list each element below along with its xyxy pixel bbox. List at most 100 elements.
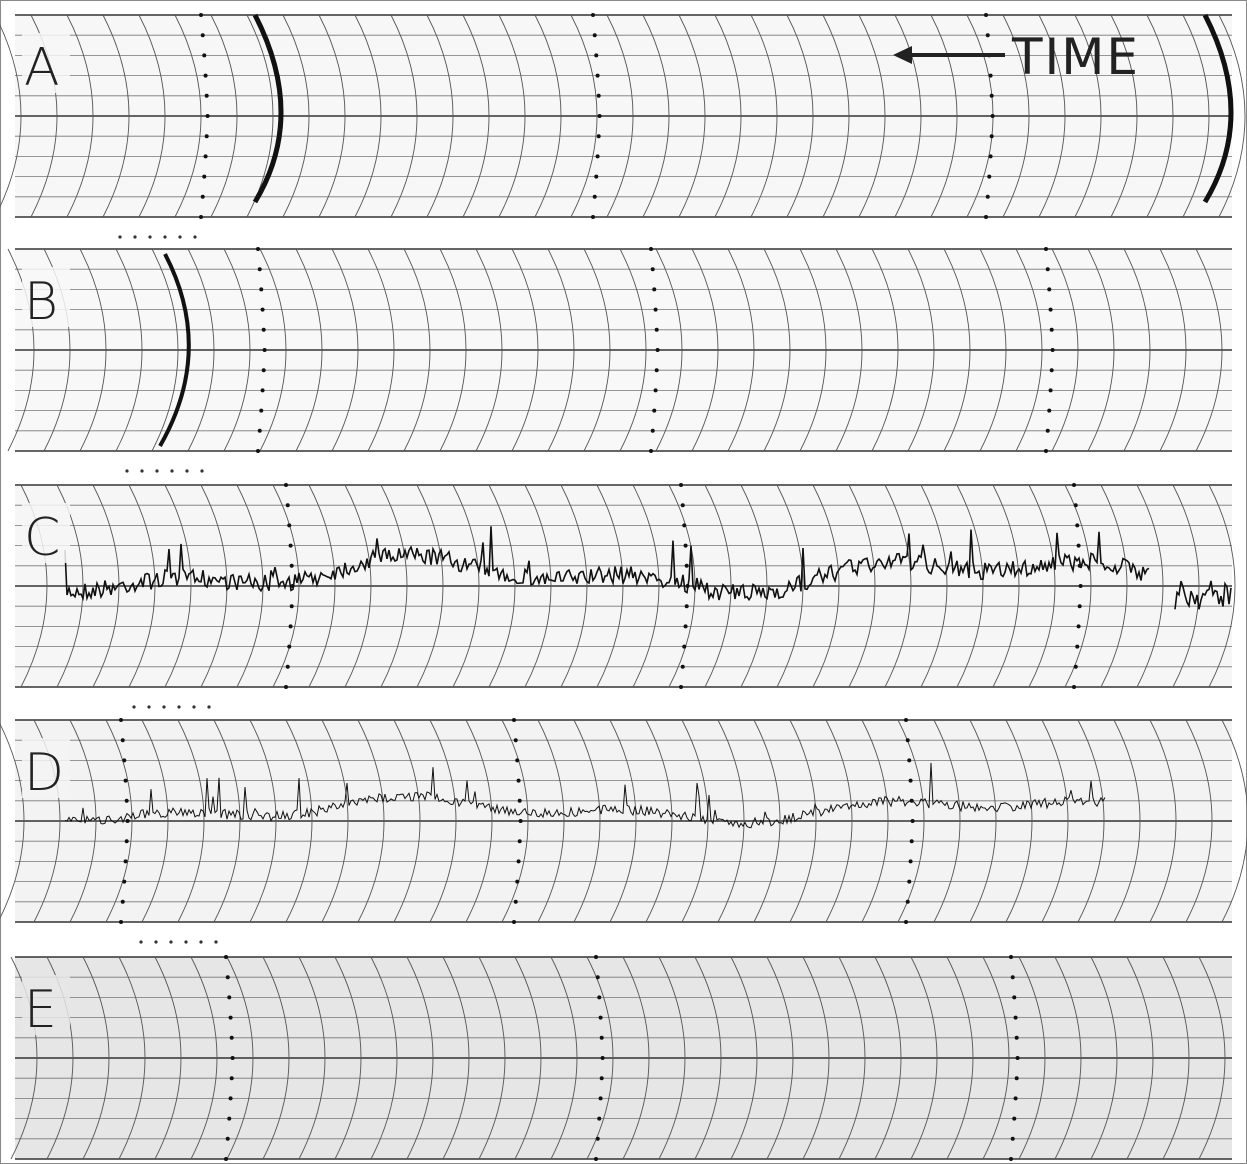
timing-dot [262,368,266,372]
timing-dot [230,1076,234,1080]
timing-dot [600,1076,604,1080]
timing-dot [1015,1036,1019,1040]
timing-dot [517,779,521,783]
timing-dot [201,33,205,37]
edge-dot [154,940,157,943]
timing-dot [199,13,203,17]
timing-dot [907,758,911,762]
timing-dot [204,74,208,78]
timing-dot [227,1117,231,1121]
timing-dot [258,429,262,433]
edge-dot [147,705,150,708]
timing-dot [652,287,656,291]
timing-dot [679,685,683,689]
timing-dot [593,33,597,37]
edge-dot [132,705,135,708]
timing-dot [681,665,685,669]
timing-dot [258,267,262,271]
timing-dot [655,368,659,372]
timing-dot [600,1036,604,1040]
timing-dot [599,1016,603,1020]
timing-dot [1072,685,1076,689]
timing-dot [124,859,128,863]
timing-dot [205,134,209,138]
timing-dot [593,195,597,199]
timing-dot [906,738,910,742]
timing-dot [684,624,688,628]
timing-dot [1047,409,1051,413]
edge-dot [170,469,173,472]
timing-dot [515,880,519,884]
timing-dot [201,195,205,199]
timing-dot [656,348,660,352]
timing-dot [121,900,125,904]
timing-dot [649,247,653,251]
timing-dot [125,839,129,843]
timing-dot [205,94,209,98]
timing-dot [597,1117,601,1121]
timing-dot [289,544,293,548]
strip-panel: B [8,247,1232,473]
timing-dot [651,429,655,433]
timing-dot [290,564,294,568]
timing-dot [596,74,600,78]
panel-label: E [24,980,57,1040]
timing-dot [261,308,265,312]
timing-dot [990,134,994,138]
timing-dot [655,328,659,332]
timing-dot [682,645,686,649]
edge-dot [148,235,151,238]
timing-dot [262,328,266,332]
timing-dot [682,523,686,527]
timing-dot [1078,604,1082,608]
timing-dot [1075,523,1079,527]
timing-dot [601,1056,605,1060]
timing-dot [685,564,689,568]
timing-dot [591,215,595,219]
timing-dot [519,819,523,823]
timing-dot [1012,1117,1016,1121]
timing-dot [986,33,990,37]
timing-dot [1077,544,1081,548]
timing-dot [596,1137,600,1141]
timing-dot [287,523,291,527]
timing-dot [231,1056,235,1060]
edge-dot [214,940,217,943]
timing-dot [597,134,601,138]
timing-dot [597,94,601,98]
timing-dot [256,247,260,251]
edge-dot [155,469,158,472]
strip-panel: E [11,955,1232,1164]
panel-label: B [24,272,58,332]
timing-dot [199,215,203,219]
timing-dot [652,409,656,413]
timing-dot [594,955,598,959]
timing-dot [906,900,910,904]
timing-dot [654,388,658,392]
edge-dot [184,940,187,943]
strip-panel: C [15,483,1235,709]
edge-dot [200,469,203,472]
timing-dot [224,955,228,959]
timing-dot [1049,388,1053,392]
timing-dot [514,900,518,904]
edge-dot [162,705,165,708]
timing-dot [1051,348,1055,352]
timing-dot [989,74,993,78]
timing-dot [518,799,522,803]
figure: ABCDE TIME [0,0,1247,1164]
timing-dot [654,308,658,312]
timing-dot [227,995,231,999]
timing-dot [202,53,206,57]
timing-dot [909,779,913,783]
timing-dot [1075,645,1079,649]
timing-dot [987,175,991,179]
timing-dot [119,920,123,924]
timing-dot [287,645,291,649]
timing-dot [984,13,988,17]
timing-dot [1009,955,1013,959]
edge-dot [185,469,188,472]
timing-dot [596,975,600,979]
panel-label: C [24,508,60,568]
